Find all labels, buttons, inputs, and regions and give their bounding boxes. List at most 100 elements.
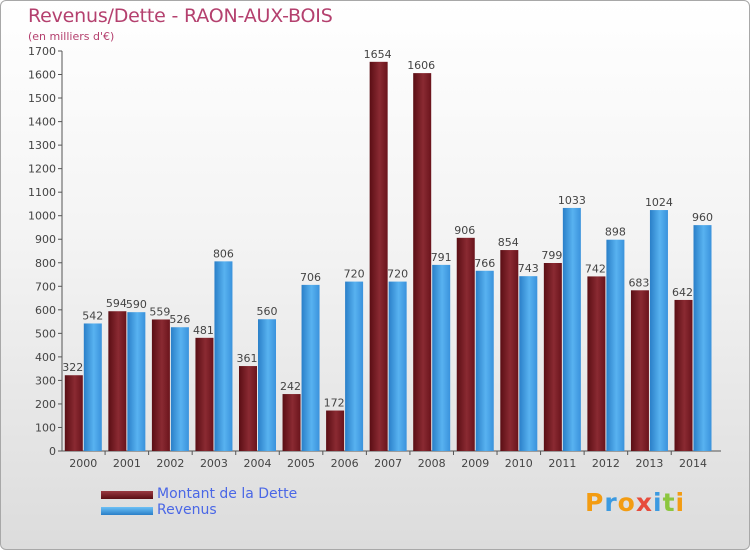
- x-tick-label: 2001: [113, 457, 141, 470]
- data-label-revenue: 542: [82, 309, 103, 322]
- data-label-revenue: 791: [431, 251, 452, 264]
- data-label-revenue: 706: [300, 271, 321, 284]
- bar-debt: [456, 237, 475, 451]
- chart-title: Revenus/Dette - RAON-AUX-BOIS: [28, 5, 333, 27]
- data-label-debt: 742: [585, 262, 606, 275]
- y-tick-label: 1000: [28, 210, 56, 223]
- logo-letter: r: [604, 488, 618, 517]
- bar-revenue: [345, 281, 364, 451]
- bar-revenue: [214, 261, 233, 451]
- data-label-debt: 322: [62, 361, 83, 374]
- bar-revenue: [258, 319, 276, 451]
- y-tick-label: 500: [35, 327, 56, 340]
- bar-revenue: [170, 327, 189, 451]
- logo-letter: x: [635, 488, 653, 517]
- x-tick-label: 2011: [548, 457, 576, 470]
- data-label-revenue: 720: [387, 268, 408, 281]
- bar-revenue: [301, 284, 320, 451]
- x-tick-label: 2013: [635, 457, 663, 470]
- data-labels: 322 594 559 481 361 242 172 1654 1606 906 854 799 74…: [62, 48, 713, 410]
- data-label-revenue: 766: [474, 257, 495, 270]
- y-tick-label: 700: [35, 280, 56, 293]
- y-tick-label: 1500: [28, 92, 56, 105]
- x-tick-label: 2007: [374, 457, 402, 470]
- logo-letter: t: [662, 488, 676, 517]
- bar-revenue: [83, 323, 102, 451]
- bar-debt: [543, 263, 562, 451]
- bar-revenue: [475, 270, 494, 451]
- x-tick-label: 2004: [244, 457, 272, 470]
- y-tick-label: 1300: [28, 139, 56, 152]
- data-label-debt: 799: [541, 249, 562, 262]
- data-label-debt: 854: [498, 236, 519, 249]
- data-label-revenue: 720: [344, 268, 365, 281]
- data-label-debt: 683: [628, 276, 649, 289]
- bar-revenue: [127, 312, 146, 451]
- y-tick-label: 400: [35, 351, 56, 364]
- x-tick-label: 2006: [331, 457, 359, 470]
- bar-debt: [369, 61, 388, 452]
- legend-label-revenue: Revenus: [157, 502, 217, 518]
- legend-swatch-debt: [101, 491, 153, 499]
- bar-debt: [587, 276, 606, 451]
- bar-debt: [239, 366, 257, 451]
- data-label-debt: 1606: [407, 59, 435, 72]
- x-tick-label: 2012: [592, 457, 620, 470]
- bar-debt: [151, 319, 170, 451]
- data-label-debt: 1654: [364, 48, 392, 61]
- x-tick-label: 2005: [287, 457, 315, 470]
- x-tick-label: 2008: [418, 457, 446, 470]
- data-label-revenue: 560: [257, 305, 278, 318]
- bar-revenue: [693, 225, 712, 451]
- data-label-debt: 559: [149, 305, 170, 318]
- data-label-debt: 242: [280, 380, 301, 393]
- data-label-revenue: 526: [169, 313, 190, 326]
- chart-subtitle: (en milliers d'€): [28, 30, 115, 43]
- x-tick-label: 2003: [200, 457, 228, 470]
- data-label-debt: 906: [454, 224, 475, 237]
- bar-revenue: [432, 264, 451, 451]
- data-label-debt: 594: [106, 297, 127, 310]
- bar-revenue: [519, 276, 538, 451]
- y-tick-label: 1400: [28, 116, 56, 129]
- y-tick-label: 300: [35, 374, 56, 387]
- y-tick-label: 0: [49, 445, 56, 458]
- y-tick-label: 1600: [28, 69, 56, 82]
- data-label-revenue: 898: [605, 226, 626, 239]
- bar-debt: [64, 375, 83, 451]
- y-tick-label: 100: [35, 421, 56, 434]
- bar-debt: [195, 337, 214, 451]
- x-tick-label: 2010: [505, 457, 533, 470]
- data-label-debt: 361: [237, 352, 258, 365]
- bar-revenue: [649, 210, 668, 451]
- bar-debt: [108, 311, 127, 451]
- bars: [64, 61, 712, 452]
- legend-label-debt: Montant de la Dette: [157, 486, 298, 502]
- data-label-revenue: 960: [692, 211, 713, 224]
- proxiti-logo: Proxiti: [585, 488, 685, 517]
- y-tick-label: 800: [35, 257, 56, 270]
- bar-revenue: [562, 207, 581, 451]
- y-tick-label: 900: [35, 233, 56, 246]
- bar-debt: [413, 73, 432, 451]
- x-tick-label: 2014: [679, 457, 707, 470]
- data-label-revenue: 806: [213, 247, 234, 260]
- logo-letter: i: [653, 488, 663, 517]
- y-tick-label: 1200: [28, 163, 56, 176]
- logo-letter: o: [617, 488, 636, 517]
- legend-swatch-revenue: [101, 507, 153, 515]
- bar-debt: [674, 299, 693, 451]
- bar-revenue: [606, 239, 625, 451]
- logo-letter: P: [585, 488, 605, 517]
- x-tick-label: 2000: [69, 457, 97, 470]
- bar-debt: [326, 410, 345, 451]
- data-label-debt: 481: [193, 324, 214, 337]
- data-label-debt: 172: [324, 397, 345, 410]
- x-tick-label: 2002: [156, 457, 184, 470]
- y-tick-label: 200: [35, 398, 56, 411]
- bar-revenue: [388, 281, 407, 451]
- data-label-revenue: 1033: [558, 194, 586, 207]
- y-tick-label: 600: [35, 304, 56, 317]
